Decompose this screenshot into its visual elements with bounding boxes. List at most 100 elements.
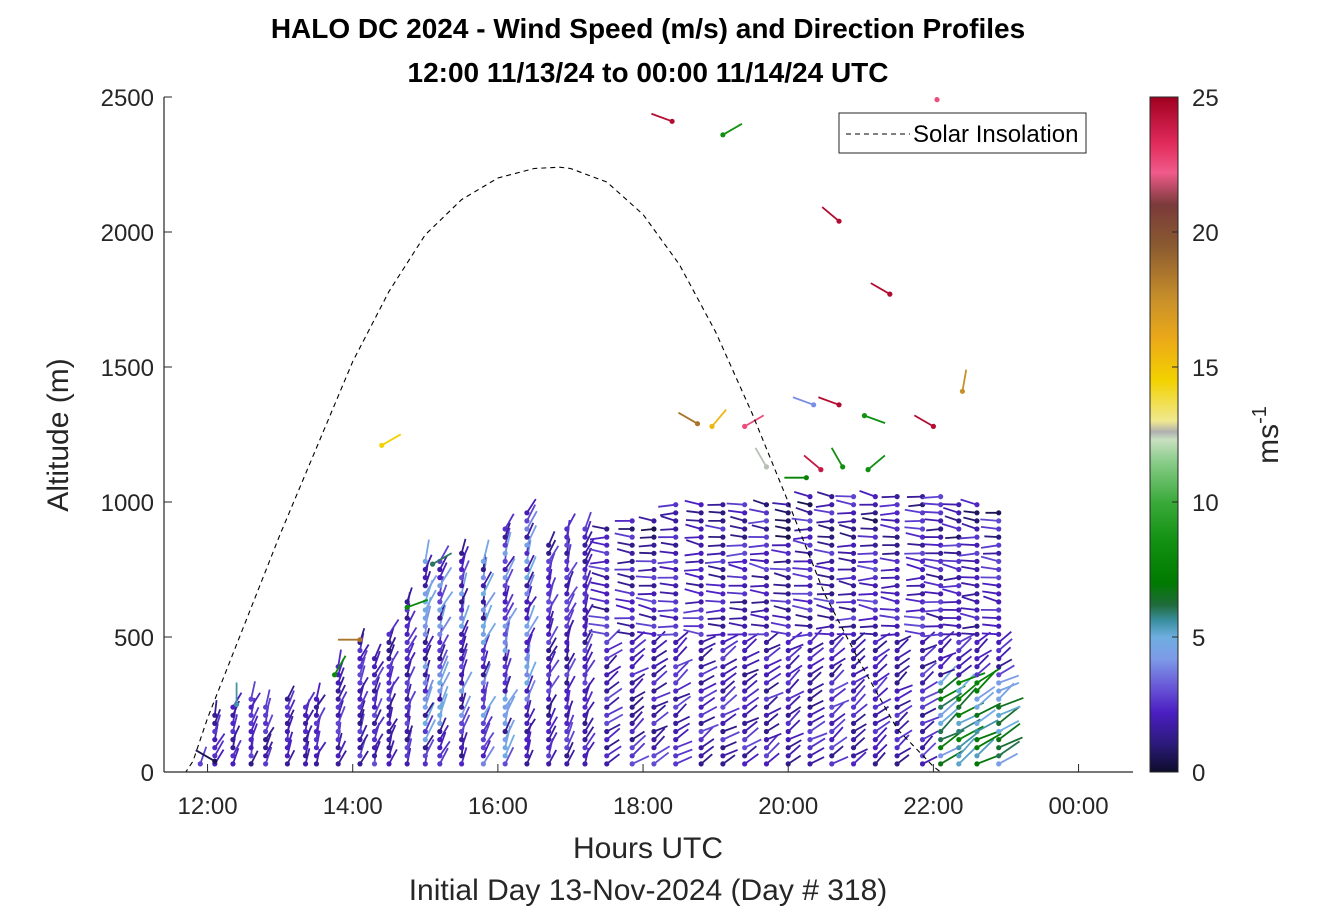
- profile-barb-shaft: [809, 657, 825, 668]
- profile-barb-dot: [437, 647, 443, 654]
- profile-barb-shaft: [809, 706, 825, 717]
- profile-barb-dot: [546, 639, 552, 646]
- profile-barb-shaft: [976, 686, 996, 700]
- profile-barb-dot: [582, 631, 588, 637]
- profile-barb-dot: [386, 753, 392, 759]
- profile-barb-shaft: [922, 680, 938, 692]
- profile-barb-dot: [629, 534, 635, 540]
- profile-barb-dot: [974, 566, 980, 573]
- profile-barb-shaft: [214, 740, 225, 757]
- profile-barb-shaft: [816, 604, 833, 611]
- profile-barb-dot: [938, 680, 944, 686]
- profile-barb-dot: [629, 575, 635, 581]
- profile-barb-dot: [742, 518, 748, 524]
- profile-barb-shaft: [831, 699, 850, 709]
- profile-barb-shaft: [722, 713, 737, 725]
- profile-barb-shaft: [976, 654, 990, 668]
- profile-barb-shaft: [765, 665, 781, 676]
- profile-barb-shaft: [831, 736, 848, 749]
- profile-barb-dot: [422, 664, 428, 670]
- upper-barb-dot: [379, 442, 385, 448]
- profile-barb-dot: [850, 494, 857, 500]
- profile-barb-shaft: [526, 615, 539, 635]
- profile-barb-shaft: [787, 643, 804, 652]
- profile-barb-dot: [763, 672, 770, 678]
- profile-barb-shaft: [923, 564, 941, 571]
- profile-barb-dot: [956, 550, 962, 556]
- profile-barb-dot: [956, 753, 962, 759]
- profile-barb-dot: [629, 672, 635, 678]
- profile-barb-shaft: [879, 608, 898, 611]
- profile-barb-dot: [807, 510, 813, 516]
- profile-barb-shaft: [958, 746, 977, 765]
- profile-barb-shaft: [388, 676, 400, 692]
- profile-barb-dot: [284, 712, 290, 718]
- profile-barb-shaft: [424, 574, 438, 595]
- profile-barb-dot: [422, 696, 428, 702]
- solar-insolation-line: [174, 166, 1133, 772]
- profile-barb-dot: [564, 753, 570, 759]
- profile-barb-shaft: [359, 644, 370, 660]
- profile-barb-shaft: [874, 648, 891, 660]
- profile-barb-dot: [763, 761, 770, 767]
- profile-barb-dot: [357, 745, 363, 751]
- profile-barb-dot: [404, 664, 410, 670]
- profile-barb-dot: [629, 761, 635, 767]
- profile-barb-dot: [502, 753, 508, 759]
- profile-barb-shaft: [960, 559, 978, 563]
- profile-barb-dot: [458, 583, 465, 589]
- profile-barb-dot: [371, 761, 378, 767]
- profile-barb-dot: [480, 680, 486, 686]
- profile-barb-shaft: [958, 637, 972, 652]
- profile-barb-dot: [629, 583, 635, 589]
- profile-barb-dot: [386, 696, 392, 702]
- profile-barb-shaft: [684, 588, 702, 595]
- profile-barb-dot: [546, 615, 552, 621]
- upper-wind-barbs: [195, 97, 968, 764]
- profile-barb-shaft: [482, 715, 493, 732]
- profile-barb-dot: [850, 607, 857, 613]
- colorbar-tick-label: 10: [1192, 490, 1219, 517]
- profile-barb-shaft: [958, 648, 973, 660]
- profile-barb-dot: [458, 607, 465, 613]
- profile-barb-shaft: [750, 609, 767, 614]
- profile-barb-shaft: [250, 723, 258, 740]
- profile-barb-dot: [604, 550, 610, 556]
- profile-barb-shaft: [896, 729, 913, 741]
- profile-barb-shaft: [337, 706, 346, 724]
- profile-barb-shaft: [460, 695, 472, 716]
- profile-barb-dot: [480, 688, 486, 694]
- profile-barb-dot: [437, 591, 443, 597]
- profile-barb-shaft: [588, 565, 607, 571]
- profile-barb-dot: [404, 720, 410, 727]
- legend-label: Solar Insolation: [913, 121, 1078, 148]
- profile-barb-shaft: [980, 566, 999, 571]
- profile-barb-shaft: [744, 696, 760, 708]
- profile-barb-shaft: [606, 696, 620, 708]
- profile-barb-dot: [785, 534, 791, 540]
- profile-barb-dot: [604, 728, 610, 735]
- profile-barb-dot: [604, 712, 610, 718]
- profile-barb-dot: [263, 728, 269, 735]
- profile-barb-dot: [480, 575, 486, 581]
- profile-barb-shaft: [726, 544, 745, 547]
- profile-barb-dot: [850, 664, 857, 670]
- profile-barb-dot: [673, 680, 679, 686]
- profile-barb-dot: [698, 696, 704, 702]
- profile-barb-dot: [974, 542, 980, 548]
- profile-barb-dot: [974, 534, 980, 540]
- profile-barb-dot: [807, 672, 813, 678]
- profile-barb-dot: [604, 753, 610, 759]
- profile-barb-shaft: [584, 732, 596, 749]
- profile-barb-shaft: [998, 705, 1021, 717]
- profile-barb-dot: [437, 745, 443, 751]
- profile-barb-dot: [604, 542, 610, 548]
- profile-barb-shaft: [958, 731, 979, 749]
- profile-barb-dot: [564, 728, 570, 735]
- profile-barb-dot: [546, 761, 552, 767]
- profile-barb-dot: [763, 656, 770, 662]
- profile-barb-dot: [629, 542, 635, 548]
- profile-barb-shaft: [590, 581, 607, 587]
- profile-barb-dot: [524, 656, 530, 662]
- profile-barb-shaft: [590, 588, 607, 595]
